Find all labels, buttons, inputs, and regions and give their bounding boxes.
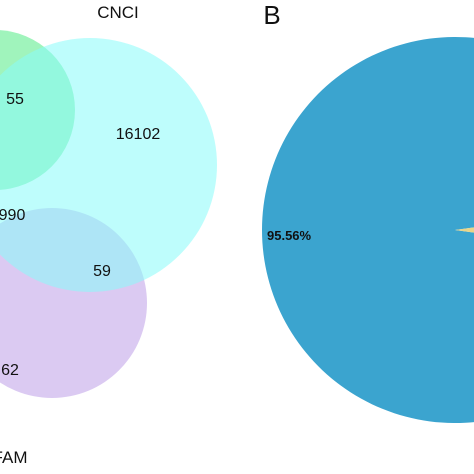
venn-label-cnci: CNCI bbox=[97, 3, 139, 22]
pie-slice-minor bbox=[455, 227, 474, 233]
venn-circle-cnci bbox=[0, 38, 217, 292]
pie-slice-main-label: 95.56% bbox=[267, 228, 312, 243]
venn-count-all: 990 bbox=[0, 207, 25, 224]
venn-diagram: CNCI FAM 16102 55 990 59 62 bbox=[0, 3, 217, 467]
venn-count-cnci-fam: 59 bbox=[93, 263, 111, 280]
venn-count-cnci-only: 16102 bbox=[116, 126, 161, 143]
panel-label-b: B bbox=[263, 0, 280, 30]
venn-count-cnci-green: 55 bbox=[6, 91, 24, 108]
pie-slice-main bbox=[262, 37, 474, 423]
venn-label-fam: FAM bbox=[0, 448, 27, 467]
venn-count-green-fam: 62 bbox=[1, 362, 19, 379]
pie-chart: B 95.56% bbox=[262, 0, 474, 423]
